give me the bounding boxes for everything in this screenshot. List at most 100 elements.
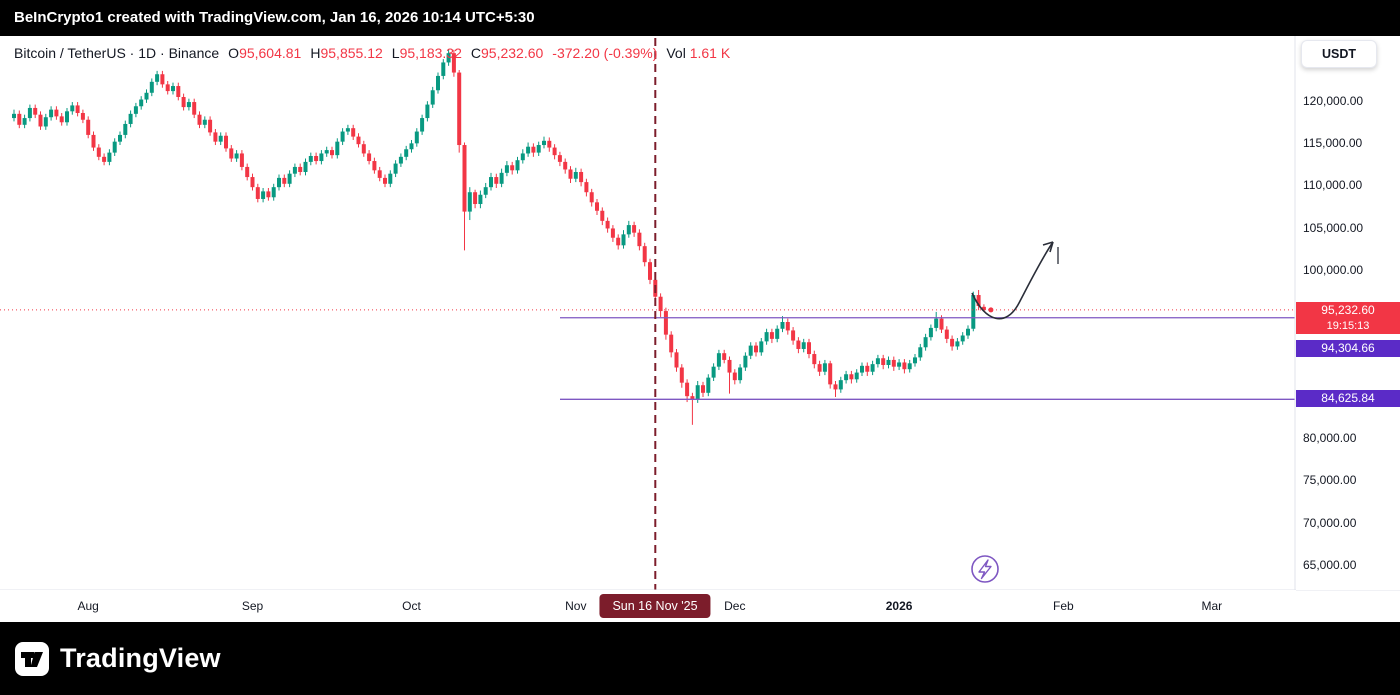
candle	[732, 369, 737, 385]
candle	[489, 172, 493, 191]
generated-chart-layers	[0, 36, 1400, 622]
candle	[12, 109, 16, 122]
candle	[361, 140, 366, 157]
candle	[542, 136, 546, 149]
candle	[229, 145, 234, 162]
candle	[764, 328, 769, 345]
candle	[504, 161, 509, 177]
candle	[632, 221, 637, 237]
candle	[520, 149, 525, 164]
attribution-text: BeInCrypto1 created with TradingView.com…	[14, 9, 535, 26]
candle	[833, 380, 838, 398]
projection-arrow-drawing[interactable]	[971, 241, 1059, 320]
high-label: H	[310, 45, 321, 61]
candle	[144, 89, 149, 103]
candle	[785, 318, 790, 335]
candle	[727, 356, 732, 394]
candle	[80, 109, 85, 124]
tradingview-wordmark[interactable]: TradingView	[60, 643, 221, 673]
candle	[192, 98, 197, 119]
candle	[791, 327, 796, 345]
candle	[552, 144, 557, 160]
candle	[748, 342, 753, 360]
candle	[775, 325, 780, 343]
time-axis[interactable]: Aug Sep Oct Nov Dec 2026 Feb Mar Sun 16 Nov '25	[0, 590, 1296, 622]
candle	[531, 143, 536, 157]
candle	[277, 174, 281, 191]
candle	[340, 128, 345, 146]
symbol-header[interactable]: Bitcoin / TetherUS · 1D · Binance O95,604…	[14, 45, 730, 61]
candle	[54, 106, 59, 120]
time-axis-label: Oct	[402, 599, 421, 613]
candle	[59, 113, 64, 126]
candle	[388, 170, 393, 188]
candle	[743, 352, 748, 371]
price-axis-label: 120,000.00	[1303, 94, 1364, 109]
candle	[499, 168, 504, 188]
candle	[478, 190, 483, 209]
time-axis-label: 2026	[885, 599, 913, 613]
time-axis-label: Sep	[241, 599, 264, 613]
candle	[372, 157, 377, 174]
candle	[17, 110, 22, 129]
candle	[218, 132, 223, 146]
candle	[923, 333, 928, 351]
tradingview-logo-icon[interactable]	[14, 641, 50, 677]
candle	[875, 354, 880, 368]
candle	[711, 363, 716, 381]
user-drawings-layer[interactable]	[971, 241, 1059, 583]
candle	[807, 338, 811, 359]
candle	[568, 166, 573, 183]
candle	[950, 335, 955, 351]
candle	[557, 151, 562, 167]
candle	[860, 362, 864, 376]
candle	[610, 225, 615, 242]
candle	[960, 332, 965, 345]
candle	[446, 48, 451, 66]
price-axis-label: 105,000.00	[1303, 220, 1364, 235]
time-axis-label: Nov	[565, 599, 587, 613]
candle	[436, 72, 440, 94]
symbol-title[interactable]: Bitcoin / TetherUS · 1D · Binance	[14, 45, 220, 61]
candle	[690, 392, 695, 425]
candle	[49, 106, 54, 121]
lightning-marker-icon[interactable]	[971, 555, 999, 583]
price-axis-label: 80,000.00	[1303, 431, 1357, 446]
candle	[287, 170, 292, 188]
candle	[171, 82, 175, 95]
candle	[239, 150, 244, 171]
candle	[669, 331, 674, 358]
low-value: 95,183.32	[399, 45, 462, 61]
candle	[38, 111, 43, 130]
candle	[420, 114, 425, 135]
candle	[913, 354, 917, 367]
candle	[128, 110, 133, 128]
candle	[716, 349, 721, 371]
candle	[181, 93, 186, 111]
candle	[351, 124, 356, 140]
level-price-badge-84625: 84,625.84	[1296, 390, 1400, 407]
candle	[886, 356, 891, 369]
candle	[186, 98, 191, 111]
candle	[383, 174, 387, 188]
candle	[976, 289, 981, 311]
candle	[139, 96, 144, 110]
candle	[870, 360, 875, 376]
candle	[584, 178, 589, 197]
candle	[600, 207, 605, 226]
candle	[96, 144, 101, 161]
candle	[430, 86, 435, 108]
candle	[377, 166, 382, 182]
currency-toggle-button[interactable]: USDT	[1301, 40, 1377, 68]
candle	[149, 78, 154, 97]
price-axis-label: 100,000.00	[1303, 262, 1364, 277]
candle	[282, 174, 287, 188]
candle	[573, 167, 578, 183]
candle	[754, 342, 758, 357]
bar-countdown-badge: 19:15:13	[1296, 319, 1400, 334]
candle	[155, 70, 160, 86]
candle	[165, 80, 170, 95]
candle	[589, 188, 594, 207]
candle	[685, 379, 690, 403]
